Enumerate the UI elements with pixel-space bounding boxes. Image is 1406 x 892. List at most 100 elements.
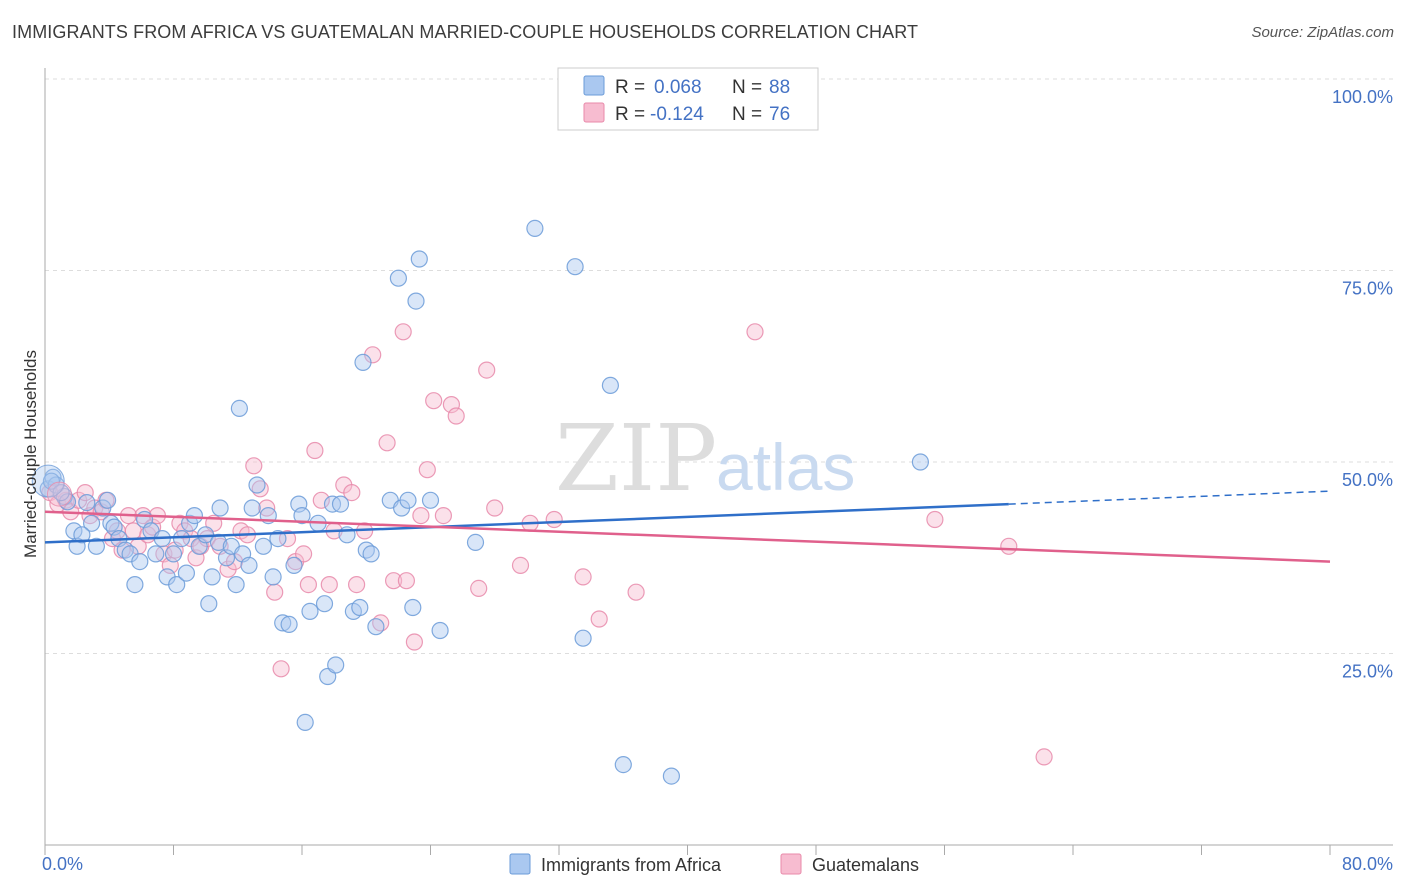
legend-r-label-pink: R = — [615, 104, 645, 125]
point-africa-18 — [131, 552, 149, 571]
point-africa-38 — [227, 575, 245, 594]
point-guatemalans-39 — [272, 660, 290, 678]
point-africa-80 — [574, 629, 592, 647]
point-guatemalans-73 — [627, 583, 645, 601]
point-africa-84 — [911, 453, 930, 471]
trend-lines — [44, 490, 1331, 563]
point-guatemalans-50 — [348, 575, 366, 594]
point-guatemalans-46 — [320, 575, 338, 594]
correlation-legend: R = 0.068 N = 88 R = -0.124 N = 76 — [557, 67, 819, 131]
point-africa-25 — [168, 575, 186, 594]
point-africa-87 — [73, 526, 91, 544]
y-tick-label-0: 25.0% — [1342, 662, 1393, 682]
x-tick-label-1: 80.0% — [1342, 854, 1393, 874]
point-africa-75 — [421, 491, 440, 509]
legend-n-label-blue: N = — [732, 77, 762, 98]
legend-n-label-pink: N = — [732, 104, 762, 125]
point-africa-47 — [269, 529, 287, 548]
point-guatemalans-35 — [245, 457, 263, 475]
point-guatemalans-43 — [299, 575, 317, 594]
point-guatemalans-49 — [343, 484, 361, 502]
point-africa-26 — [172, 529, 191, 548]
point-guatemalans-45 — [312, 491, 330, 509]
point-africa-33 — [203, 568, 221, 586]
point-guatemalans-59 — [412, 506, 430, 525]
point-africa-77 — [466, 533, 485, 552]
point-africa-46 — [264, 568, 282, 586]
point-guatemalans-55 — [385, 572, 403, 590]
point-africa-21 — [147, 545, 165, 563]
point-guatemalans-77 — [1035, 748, 1053, 766]
point-guatemalans-61 — [425, 392, 443, 410]
point-africa-54 — [301, 602, 319, 621]
series-legend: Immigrants from Africa Guatemalans — [509, 853, 919, 875]
tick-labels: 25.0% 50.0% 75.0% 100.0% 0.0% 80.0% — [42, 87, 1393, 874]
point-guatemalans-58 — [405, 633, 423, 651]
point-africa-86 — [52, 484, 70, 502]
point-guatemalans-57 — [397, 572, 415, 590]
point-africa-53 — [296, 713, 314, 732]
point-guatemalans-54 — [378, 434, 396, 452]
grid-lines — [45, 78, 1393, 654]
point-africa-76 — [431, 621, 449, 640]
point-guatemalans-68 — [511, 556, 530, 575]
point-africa-69 — [389, 269, 407, 287]
legend-swatch-pink — [583, 102, 605, 123]
series-legend-label-guatemalans[interactable]: Guatemalans — [812, 855, 919, 875]
point-africa-73 — [407, 292, 425, 310]
trend-line-africa-extension — [1008, 490, 1331, 505]
point-guatemalans-38 — [266, 583, 284, 601]
point-guatemalans-76 — [1000, 537, 1018, 555]
point-guatemalans-72 — [590, 610, 608, 628]
point-africa-49 — [280, 615, 298, 634]
legend-r-value-pink: -0.124 — [650, 104, 704, 125]
y-tick-label-1: 50.0% — [1342, 470, 1393, 490]
watermark-zip: ZIP — [555, 405, 717, 512]
point-africa-35 — [211, 499, 229, 517]
point-africa-32 — [200, 595, 218, 613]
point-africa-85 — [42, 472, 61, 490]
point-africa-41 — [240, 556, 258, 575]
point-africa-7 — [78, 494, 96, 512]
chart-title: IMMIGRANTS FROM AFRICA VS GUATEMALAN MAR… — [12, 22, 919, 42]
series-legend-swatch-guatemalans[interactable] — [780, 853, 802, 875]
point-guatemalans-71 — [574, 568, 592, 586]
series-legend-swatch-africa[interactable] — [509, 853, 531, 875]
point-africa-24 — [164, 545, 183, 563]
series-legend-label-africa[interactable]: Immigrants from Africa — [541, 855, 722, 875]
point-guatemalans-70 — [545, 510, 563, 529]
point-guatemalans-67 — [486, 499, 504, 517]
legend-n-value-pink: 76 — [769, 104, 790, 125]
point-guatemalans-65 — [470, 579, 488, 598]
point-africa-27 — [177, 564, 195, 582]
trend-line-africa — [44, 502, 1009, 544]
point-guatemalans-40 — [278, 529, 297, 548]
point-africa-72 — [404, 598, 422, 617]
axes — [44, 68, 1393, 855]
legend-r-value-blue: 0.068 — [654, 77, 702, 98]
point-africa-56 — [315, 595, 334, 613]
point-guatemalans-56 — [394, 323, 412, 341]
point-africa-44 — [254, 537, 272, 555]
x-tick-label-0: 0.0% — [42, 854, 83, 874]
point-africa-17 — [126, 575, 144, 594]
trend-line-guatemalans — [44, 510, 1331, 563]
point-africa-42 — [243, 499, 261, 517]
legend-n-value-blue: 88 — [769, 77, 790, 98]
point-guatemalans-75 — [926, 510, 944, 529]
point-guatemalans-64 — [447, 407, 465, 425]
point-africa-9 — [87, 537, 106, 555]
point-africa-83 — [662, 767, 681, 785]
point-guatemalans-62 — [434, 506, 452, 525]
y-tick-label-3: 100.0% — [1332, 87, 1393, 107]
point-africa-71 — [399, 491, 417, 509]
point-africa-43 — [248, 476, 266, 494]
point-africa-67 — [367, 618, 385, 636]
point-africa-11 — [98, 491, 117, 509]
legend-swatch-blue — [583, 75, 605, 96]
point-africa-63 — [351, 598, 369, 617]
point-guatemalans-large — [46, 481, 72, 507]
point-africa-64 — [354, 353, 372, 371]
point-guatemalans-66 — [478, 361, 496, 379]
